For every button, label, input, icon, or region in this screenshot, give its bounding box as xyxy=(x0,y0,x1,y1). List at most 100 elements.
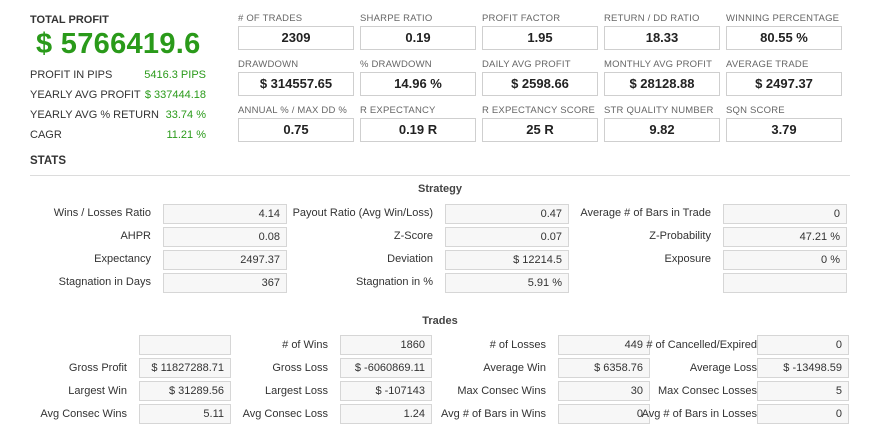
metric-label: # OF TRADES xyxy=(238,13,303,24)
summary-row-value: 11.21 % xyxy=(166,129,206,141)
metric-value-r-expectancy: 0.19 R xyxy=(360,118,476,142)
trade-value-max-consec-losses: 5 xyxy=(757,381,849,401)
trade-label: Largest Loss xyxy=(265,385,328,397)
trade-value-empty xyxy=(139,335,231,355)
stat-value-payout-ratio: 0.47 xyxy=(445,204,569,224)
trade-value-gross-profit: $ 11827288.71 xyxy=(139,358,231,378)
trade-label: Avg Consec Wins xyxy=(40,408,127,420)
stat-value-expectancy: 2497.37 xyxy=(163,250,287,270)
stats-heading: STATS xyxy=(30,155,66,167)
stat-label: Stagnation in Days xyxy=(58,276,151,288)
metric-label: PROFIT FACTOR xyxy=(482,13,561,24)
summary-row-value: 5416.3 PIPS xyxy=(144,69,206,81)
stat-label: Wins / Losses Ratio xyxy=(53,207,151,219)
summary-row-label: YEARLY AVG % RETURN xyxy=(30,109,159,121)
summary-row-label: CAGR xyxy=(30,129,62,141)
stat-label: Payout Ratio (Avg Win/Loss) xyxy=(292,207,433,219)
metric-label: RETURN / DD RATIO xyxy=(604,13,700,24)
stat-label: Z-Probability xyxy=(649,230,711,242)
trade-value-max-consec-wins: 30 xyxy=(558,381,650,401)
trade-label: Max Consec Losses xyxy=(657,385,757,397)
metric-value-sharpe-ratio: 0.19 xyxy=(360,26,476,50)
stat-value-z-score: 0.07 xyxy=(445,227,569,247)
stat-label: Stagnation in % xyxy=(355,276,433,288)
metric-value-winning-percentage: 80.55 % xyxy=(726,26,842,50)
trade-label: Avg Consec Loss xyxy=(242,408,328,420)
metric-value-profit-factor: 1.95 xyxy=(482,26,598,50)
trade-value-largest-win: $ 31289.56 xyxy=(139,381,231,401)
stat-value-exposure: 0 % xyxy=(723,250,847,270)
trade-value-cancelled: 0 xyxy=(757,335,849,355)
metric-value-average-trade: $ 2497.37 xyxy=(726,72,842,96)
metric-label: WINNING PERCENTAGE xyxy=(726,13,840,24)
total-profit-label: TOTAL PROFIT xyxy=(30,14,109,26)
trade-label: Gross Loss xyxy=(272,362,328,374)
trade-label: # of Cancelled/Expired xyxy=(646,339,757,351)
trade-label: Gross Profit xyxy=(68,362,127,374)
summary-row-yearly-avg-return: YEARLY AVG % RETURN 33.74 % xyxy=(30,109,206,121)
stat-label: AHPR xyxy=(120,230,151,242)
metric-value-return-dd-ratio: 18.33 xyxy=(604,26,720,50)
strategy-section-title: Strategy xyxy=(417,183,463,195)
total-profit-value: $ 5766419.6 xyxy=(36,28,201,60)
metric-label: SHARPE RATIO xyxy=(360,13,433,24)
metric-label: SQN SCORE xyxy=(726,105,785,116)
stat-label: Z-Score xyxy=(393,230,433,242)
stat-value-empty xyxy=(723,273,847,293)
metric-value-drawdown: $ 314557.65 xyxy=(238,72,354,96)
trade-label: Avg # of Bars in Wins xyxy=(441,408,546,420)
metric-value-annual-max-dd: 0.75 xyxy=(238,118,354,142)
stat-label: Average # of Bars in Trade xyxy=(580,207,711,219)
trade-label: # of Wins xyxy=(282,339,328,351)
trade-label: Largest Win xyxy=(68,385,127,397)
stat-value-ahpr: 0.08 xyxy=(163,227,287,247)
metric-label: % DRAWDOWN xyxy=(360,59,432,70)
trade-value-largest-loss: $ -107143 xyxy=(340,381,432,401)
trade-label: Max Consec Wins xyxy=(457,385,546,397)
trade-value-avg-bars-in-wins: 0 xyxy=(558,404,650,424)
summary-row-cagr: CAGR 11.21 % xyxy=(30,129,206,141)
summary-row-label: YEARLY AVG PROFIT xyxy=(30,89,141,101)
stat-value-avg-bars-in-trade: 0 xyxy=(723,204,847,224)
trade-label: Average Win xyxy=(483,362,546,374)
metric-label: MONTHLY AVG PROFIT xyxy=(604,59,713,70)
stat-value-stagnation-days: 367 xyxy=(163,273,287,293)
metric-label: R EXPECTANCY xyxy=(360,105,436,116)
stat-label: Expectancy xyxy=(94,253,151,265)
metric-label: AVERAGE TRADE xyxy=(726,59,809,70)
metric-value-pct-drawdown: 14.96 % xyxy=(360,72,476,96)
trades-section-title: Trades xyxy=(422,315,458,327)
metric-value-trades: 2309 xyxy=(238,26,354,50)
metric-label: R EXPECTANCY SCORE xyxy=(482,105,596,116)
trade-value-wins: 1860 xyxy=(340,335,432,355)
trade-value-average-loss: $ -13498.59 xyxy=(757,358,849,378)
trade-value-avg-consec-wins: 5.11 xyxy=(139,404,231,424)
stat-value-stagnation-pct: 5.91 % xyxy=(445,273,569,293)
metric-value-monthly-avg-profit: $ 28128.88 xyxy=(604,72,720,96)
metric-label: DAILY AVG PROFIT xyxy=(482,59,571,70)
metric-label: STR QUALITY NUMBER xyxy=(604,105,714,116)
trade-value-avg-consec-loss: 1.24 xyxy=(340,404,432,424)
summary-row-value: $ 337444.18 xyxy=(144,89,206,101)
trade-value-gross-loss: $ -6060869.11 xyxy=(340,358,432,378)
stat-value-deviation: $ 12214.5 xyxy=(445,250,569,270)
trade-label: # of Losses xyxy=(489,339,546,351)
summary-row-profit-in-pips: PROFIT IN PIPS 5416.3 PIPS xyxy=(30,69,206,81)
trade-value-average-win: $ 6358.76 xyxy=(558,358,650,378)
stat-label: Exposure xyxy=(664,253,711,265)
metric-value-str-quality-number: 9.82 xyxy=(604,118,720,142)
metric-value-r-expectancy-score: 25 R xyxy=(482,118,598,142)
summary-row-value: 33.74 % xyxy=(165,109,206,121)
metric-label: ANNUAL % / MAX DD % xyxy=(238,105,348,116)
metric-value-sqn-score: 3.79 xyxy=(726,118,842,142)
stat-value-z-probability: 47.21 % xyxy=(723,227,847,247)
trade-label: Avg # of Bars in Losses xyxy=(641,408,757,420)
summary-row-label: PROFIT IN PIPS xyxy=(30,69,113,81)
summary-row-yearly-avg-profit: YEARLY AVG PROFIT $ 337444.18 xyxy=(30,89,206,101)
metric-value-daily-avg-profit: $ 2598.66 xyxy=(482,72,598,96)
stat-value-wins-losses-ratio: 4.14 xyxy=(163,204,287,224)
metric-label: DRAWDOWN xyxy=(238,59,299,70)
trade-value-avg-bars-in-losses: 0 xyxy=(757,404,849,424)
stats-divider xyxy=(30,175,850,176)
trade-label: Average Loss xyxy=(689,362,757,374)
